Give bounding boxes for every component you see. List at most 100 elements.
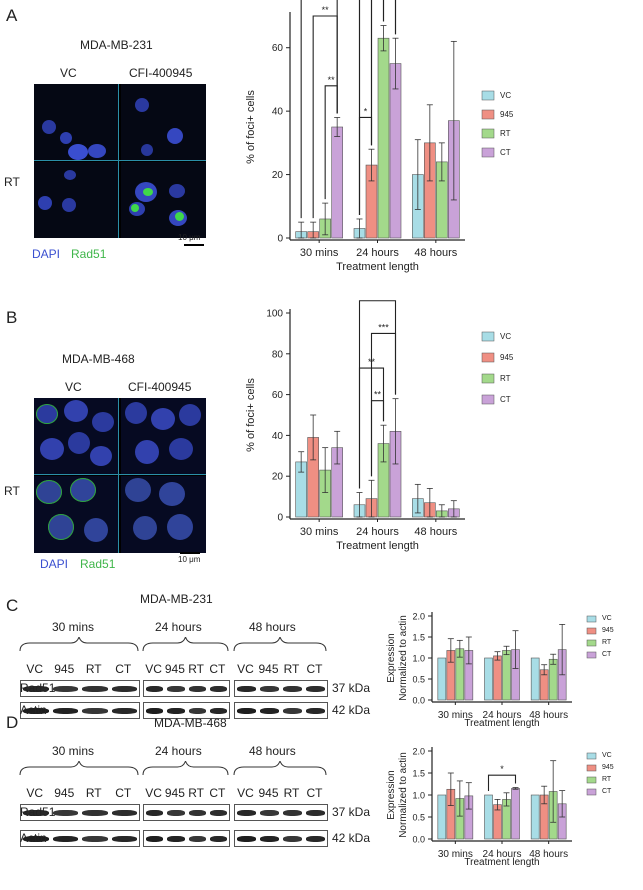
blot-lane-label: RT [188,662,205,676]
blot-band [111,686,137,692]
x-tick-label: 24 hours [356,526,399,538]
panel-b-scale-bar-label: 10 μm [178,555,201,564]
blot-lane-label: CT [209,662,226,676]
legend-swatch-VC [586,615,597,623]
x-tick-label: 30 mins [438,849,473,860]
blot-band [209,836,227,842]
significance-bracket [324,85,338,200]
actin-band-strip [234,702,328,719]
panel-a-col-label-cfi: CFI-400945 [129,66,193,80]
blot-lane-label: 945 [164,662,185,676]
legend-label-945: 945 [500,110,514,119]
legend-label-RT: RT [500,374,511,383]
bar-VC-2 [530,794,540,840]
y-tick-label: 1.0 [412,791,425,801]
bar-RT-1 [502,650,511,701]
bar-VC-1 [484,657,493,701]
bar-RT-1 [377,37,390,239]
blot-kda-label: 42 kDa [332,703,371,717]
rad51-band-strip [143,804,230,821]
y-axis-label: % of foci+ cells [245,378,257,452]
bar-CT-1 [511,788,520,840]
blot-band [111,810,137,816]
significance-bracket [358,0,385,215]
blot-lane-label: RT [85,786,102,800]
blot-lane-label: 945 [258,786,279,800]
blot-band [306,708,325,714]
blot-group-brace [233,637,327,652]
chart-a: 0 20 40 60 % of foci+ cells 30 mins 24 hours 48… [245,0,514,273]
blot-band [209,686,227,692]
blot-band [209,810,227,816]
significance-label: *** [372,295,383,300]
legend-label-CT: CT [500,148,511,157]
legend-swatch-945 [481,109,495,120]
significance-bracket [358,116,373,215]
legend-label-CT: CT [602,651,612,658]
legend-swatch-RT [481,373,495,384]
blot-band [82,708,108,714]
blot-lane-label: VC [145,786,162,800]
rad51-band-strip [143,680,230,697]
significance-label: ** [328,75,336,85]
legend-swatch-CT [481,394,495,405]
legend-swatch-RT [481,128,495,139]
panel-b-rad51-label: Rad51 [80,557,116,571]
blot-kda-label: 37 kDa [332,681,371,695]
legend-label-945: 945 [602,627,614,634]
legend-swatch-RT [586,639,597,647]
blot-band [146,686,164,692]
panel-a-rad51-label: Rad51 [71,247,107,261]
blot-kda-label: 42 kDa [332,831,371,845]
blot-time-group-label: 30 mins [52,744,95,758]
actin-band-strip [143,830,230,847]
y-axis-label: ExpressionNormalized to actin [386,615,409,701]
significance-bracket [358,367,385,489]
blot-lane-label: 945 [258,662,279,676]
panel-a-cell-line: MDA-MB-231 [80,38,153,52]
bar-RT-2 [548,658,558,701]
blot-band [188,686,206,692]
x-tick-label: 24 hours [483,849,522,860]
blot-band [188,708,206,714]
panel-letter-a: A [6,6,18,25]
panel-d-western-blot: 30 mins VC 945 RT CT 24 hours VC 945 RT CT 48 hour… [0,734,380,884]
panel-c-western-blot: 30 mins VC 945 RT CT 24 hours VC 945 RT CT 48 hour… [0,610,380,730]
blot-lane-label: VC [26,786,44,800]
y-tick-label: 1.5 [412,769,425,779]
panel-b-col-label-vc: VC [65,380,82,394]
bar-VC-0 [437,794,447,840]
bar-VC-2 [530,657,540,701]
blot-lane-label: RT [283,662,300,676]
bar-VC-0 [437,657,447,701]
blot-band [188,836,206,842]
panel-a-micrograph [34,84,206,238]
blot-group-brace [19,637,139,652]
panel-b-row-label-rt: RT [4,484,20,498]
blot-lane-label: 945 [54,662,75,676]
blot-group-brace [233,761,327,776]
y-tick-label: 0.0 [412,696,425,706]
blot-kda-label: 37 kDa [332,805,371,819]
x-axis-label: Treatment length [464,718,539,729]
legend-swatch-CT [481,147,495,158]
legend-swatch-945 [481,352,495,363]
blot-band [23,836,49,842]
panel-letter-b: B [6,308,18,327]
panel-a-scale-bar-label: 10 μm [178,233,201,242]
blot-band [146,708,164,714]
y-axis-label-line: Normalized to actin [398,615,409,701]
y-axis-label: % of foci+ cells [245,90,257,164]
x-tick-label: 48 hours [414,247,457,259]
legend-label-RT: RT [602,776,612,783]
rad51-band-strip [234,680,328,697]
blot-band [306,686,325,692]
blot-band [82,686,108,692]
x-tick-label: 48 hours [529,849,568,860]
blot-group-brace [142,761,229,776]
legend-label-945: 945 [500,353,514,362]
actin-band-strip [143,702,230,719]
panel-b-micrograph [34,398,206,553]
